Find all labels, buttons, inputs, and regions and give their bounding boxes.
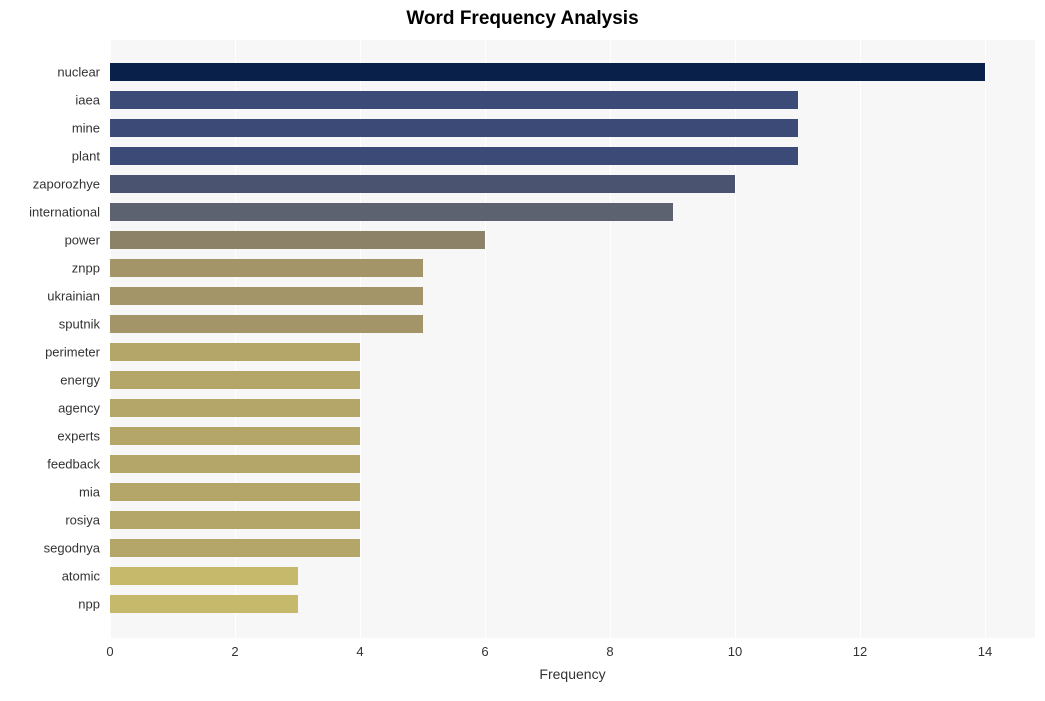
bar — [110, 119, 798, 137]
bar — [110, 595, 298, 613]
y-tick-label: perimeter — [0, 345, 100, 360]
bar — [110, 399, 360, 417]
y-tick-label: power — [0, 233, 100, 248]
x-tick-label: 8 — [606, 644, 613, 659]
word-frequency-chart: Word Frequency Analysis 0 2 4 6 8 10 12 14 Frequ… — [0, 0, 1045, 701]
bar — [110, 315, 423, 333]
y-tick-label: mia — [0, 485, 100, 500]
x-tick-label: 2 — [231, 644, 238, 659]
x-tick-label: 14 — [978, 644, 992, 659]
bar — [110, 63, 985, 81]
y-tick-label: feedback — [0, 457, 100, 472]
plot-area — [110, 40, 1035, 638]
y-tick-label: nuclear — [0, 65, 100, 80]
x-tick-label: 6 — [481, 644, 488, 659]
y-tick-label: ukrainian — [0, 289, 100, 304]
y-tick-label: npp — [0, 597, 100, 612]
y-tick-label: zaporozhye — [0, 177, 100, 192]
x-tick-label: 12 — [853, 644, 867, 659]
bar — [110, 371, 360, 389]
bar — [110, 455, 360, 473]
y-tick-label: segodnya — [0, 541, 100, 556]
y-tick-label: international — [0, 205, 100, 220]
bar — [110, 511, 360, 529]
x-axis-label: Frequency — [539, 666, 605, 682]
y-tick-label: sputnik — [0, 317, 100, 332]
bar — [110, 231, 485, 249]
bar — [110, 539, 360, 557]
gridline — [860, 40, 861, 638]
bar — [110, 567, 298, 585]
bar — [110, 203, 673, 221]
x-tick-label: 10 — [728, 644, 742, 659]
bar — [110, 91, 798, 109]
y-tick-label: znpp — [0, 261, 100, 276]
bar — [110, 259, 423, 277]
bar — [110, 427, 360, 445]
y-tick-label: experts — [0, 429, 100, 444]
y-tick-label: mine — [0, 121, 100, 136]
bar — [110, 343, 360, 361]
y-tick-label: iaea — [0, 93, 100, 108]
bar — [110, 175, 735, 193]
y-tick-label: plant — [0, 149, 100, 164]
x-tick-label: 0 — [106, 644, 113, 659]
y-tick-label: energy — [0, 373, 100, 388]
y-tick-label: agency — [0, 401, 100, 416]
chart-title: Word Frequency Analysis — [0, 8, 1045, 30]
bar — [110, 287, 423, 305]
bar — [110, 147, 798, 165]
y-tick-label: rosiya — [0, 513, 100, 528]
y-tick-label: atomic — [0, 569, 100, 584]
x-tick-label: 4 — [356, 644, 363, 659]
gridline — [985, 40, 986, 638]
bar — [110, 483, 360, 501]
